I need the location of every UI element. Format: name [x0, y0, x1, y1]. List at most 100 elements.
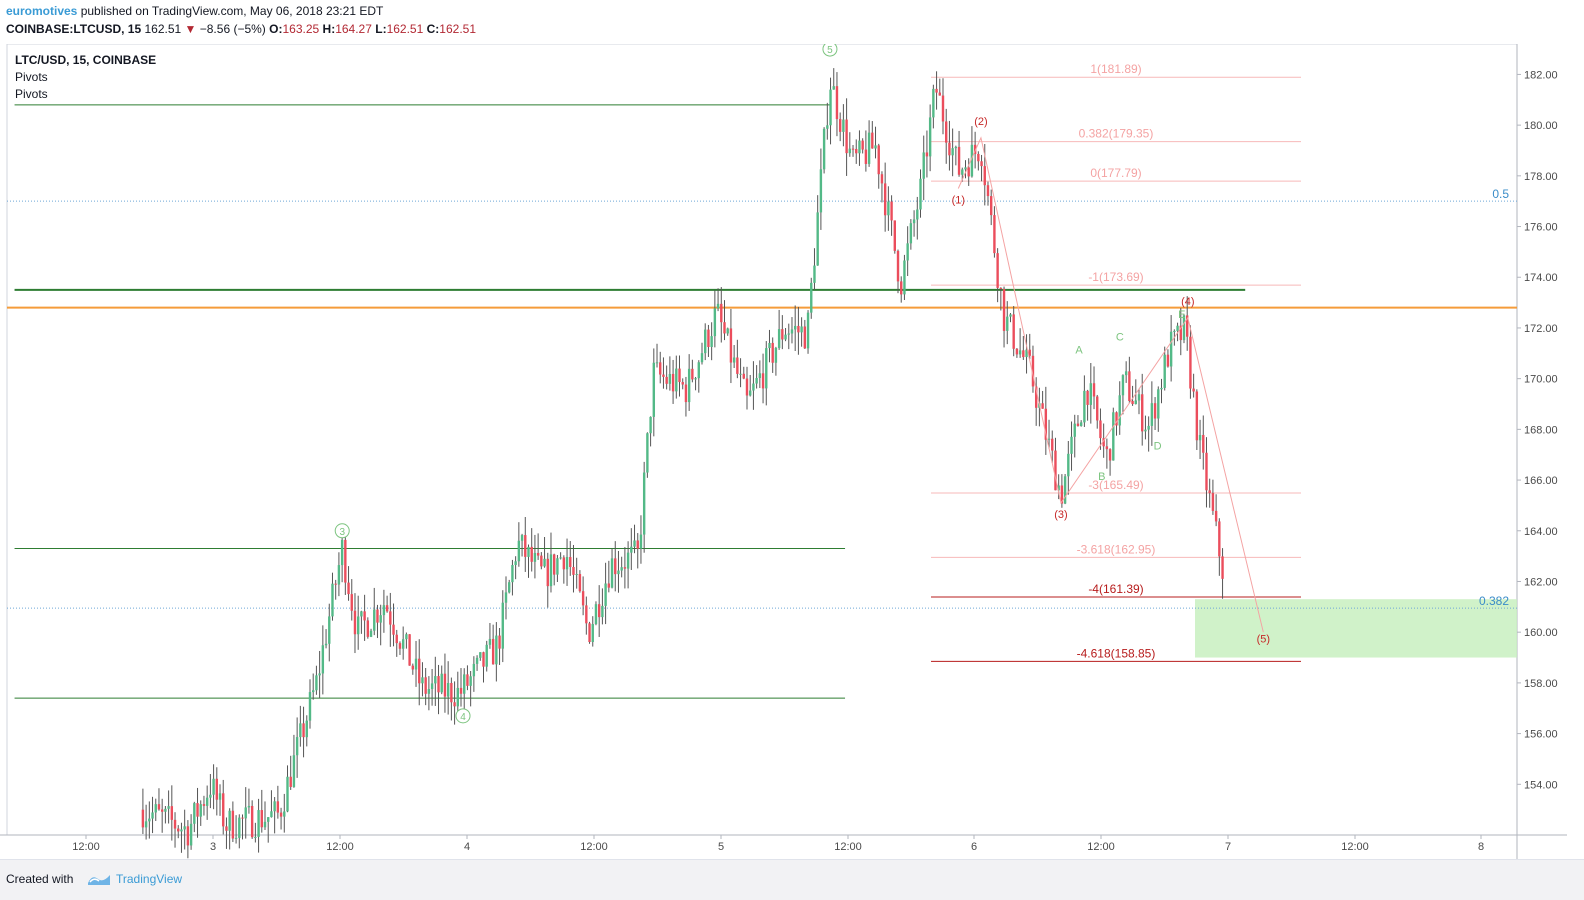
candle-down [957, 146, 961, 175]
candle-up [874, 145, 877, 149]
high-value: 164.27 [335, 22, 372, 36]
candle-down [771, 342, 774, 363]
chart-area[interactable]: 0.5 0.382 1(181.89) 0.382(179.35) 0(177.79) -… [0, 44, 1584, 859]
candle-up [594, 604, 598, 625]
candle-up [1163, 354, 1166, 388]
candle-down [1205, 452, 1208, 491]
candle-down [366, 620, 370, 637]
candle-down [999, 287, 1003, 290]
candle-up [508, 582, 511, 593]
wave-red-label: (4) [1181, 296, 1194, 308]
candle-down [797, 325, 800, 333]
candle-down [1028, 349, 1031, 356]
candle-up [1198, 434, 1202, 441]
candle-down [986, 185, 990, 197]
candle-up [858, 140, 861, 154]
candle-up [183, 826, 186, 830]
candle-up [752, 383, 755, 391]
candle-up [218, 793, 222, 800]
candle-up [1182, 315, 1186, 341]
candle-up [652, 362, 656, 417]
candle-up [427, 689, 431, 694]
candle-up [479, 652, 482, 658]
candle-up [787, 333, 790, 335]
candle-up [520, 535, 524, 541]
candle-down [350, 594, 353, 611]
candle-up [765, 348, 768, 389]
candle-up [1169, 331, 1173, 367]
candle-up [1176, 325, 1179, 331]
candle-down [1153, 403, 1157, 419]
candle-up [456, 687, 459, 707]
candle-down [993, 215, 996, 254]
fib-level-label: 0(177.79) [1090, 166, 1141, 180]
wave-projection-line [957, 136, 1264, 633]
candle-up [1018, 350, 1022, 355]
candle-down [925, 152, 929, 157]
wave-red-label: (3) [1054, 509, 1067, 521]
candle-down [1044, 408, 1048, 440]
candle-down [883, 183, 887, 216]
candle-down [389, 611, 392, 625]
x-tick-label: 4 [464, 841, 470, 853]
candle-up [209, 794, 212, 798]
candle-down [450, 682, 453, 703]
candle-down [1086, 390, 1089, 405]
candle-up [414, 658, 418, 670]
last-price: 162.51 [144, 22, 182, 36]
candle-down [1166, 354, 1170, 367]
candle-up [713, 308, 717, 337]
candle-up [312, 690, 315, 693]
x-tick-label: 7 [1225, 841, 1231, 853]
candle-down [279, 812, 283, 817]
candle-up [716, 303, 720, 309]
candle-up [649, 416, 652, 434]
open-value: 163.25 [282, 22, 320, 36]
candle-down [177, 828, 180, 832]
candle-up [867, 132, 871, 164]
candle-up [263, 821, 267, 828]
candle-up [189, 823, 193, 846]
candle-down [141, 809, 145, 828]
author-link[interactable]: euromotives [6, 4, 78, 18]
candle-up [829, 89, 832, 126]
ohlc-summary: COINBASE:LTCUSD, 15 162.51 ▼ −8.56 (−5%)… [6, 22, 476, 36]
candle-down [1015, 348, 1019, 355]
candle-up [813, 265, 816, 283]
wave-circled-label: 3 [339, 527, 345, 538]
candle-down [585, 605, 588, 624]
tradingview-brand-link[interactable]: TradingView [116, 872, 183, 886]
candle-down [157, 804, 161, 810]
candle-down [376, 609, 379, 623]
x-tick-label: 6 [971, 841, 977, 853]
tradingview-logo-icon[interactable] [86, 871, 112, 887]
candle-down [967, 167, 970, 177]
candle-down [1096, 396, 1099, 421]
candle-up [340, 539, 344, 566]
candle-up [401, 639, 405, 649]
candle-up [1160, 387, 1163, 390]
candle-up [501, 602, 504, 649]
candle-up [485, 644, 488, 667]
candle-down [1195, 391, 1199, 441]
candle-down [662, 374, 665, 377]
candle-up [421, 677, 424, 684]
candle-down [536, 552, 540, 556]
candle-up [405, 634, 408, 640]
price-chart[interactable]: 0.5 0.382 1(181.89) 0.382(179.35) 0(177.79) -… [0, 44, 1584, 859]
candle-down [864, 149, 868, 164]
candle-down [996, 253, 999, 288]
candle-down [530, 546, 533, 562]
candle-up [826, 125, 829, 129]
candle-down [411, 665, 415, 670]
candle-up [328, 616, 331, 644]
y-tick-label: 156.00 [1524, 729, 1558, 741]
candle-down [948, 142, 951, 156]
candle-up [1070, 436, 1073, 454]
candle-up [504, 592, 508, 603]
candle-down [1211, 493, 1215, 511]
fib-level-label: -4.618(158.85) [1077, 646, 1156, 660]
candle-down [729, 328, 733, 363]
candle-up [1079, 422, 1083, 426]
plot-frame [6, 44, 1518, 836]
